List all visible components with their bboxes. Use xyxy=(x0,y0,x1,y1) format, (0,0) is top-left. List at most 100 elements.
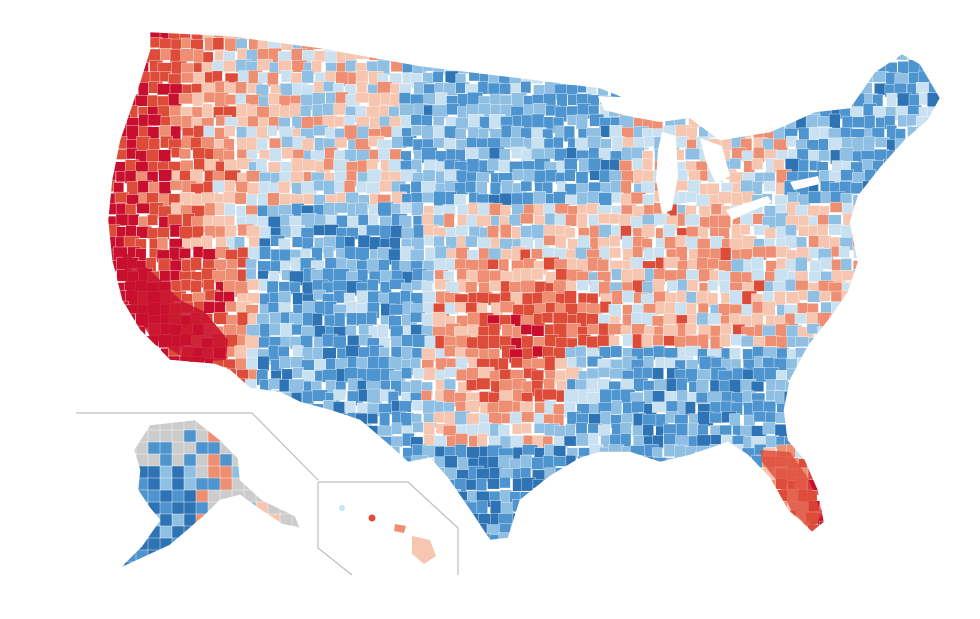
county-cell xyxy=(754,522,766,537)
county-cell xyxy=(356,435,368,448)
county-cell xyxy=(631,477,645,489)
county-cell xyxy=(108,510,120,526)
county-cell xyxy=(610,477,625,491)
county-cell xyxy=(916,523,933,535)
county-cell xyxy=(820,62,834,77)
county-cell xyxy=(566,60,582,72)
county-cell xyxy=(259,433,274,448)
county-cell xyxy=(831,62,848,78)
borough-cell xyxy=(123,525,138,540)
county-cell xyxy=(819,334,835,347)
county-cell xyxy=(764,511,776,523)
county-cell xyxy=(883,333,899,350)
county-cell xyxy=(247,278,260,291)
county-cell xyxy=(872,257,885,272)
county-cell xyxy=(270,489,283,505)
county-cell xyxy=(829,467,842,480)
county-cell xyxy=(863,258,878,273)
county-cell xyxy=(108,447,115,461)
county-cell xyxy=(422,488,436,501)
county-cell xyxy=(555,510,570,523)
county-cell xyxy=(588,39,603,52)
county-cell xyxy=(355,202,368,216)
county-cell xyxy=(730,32,742,41)
county-cell xyxy=(849,280,861,296)
county-cell xyxy=(323,246,334,259)
county-cell xyxy=(787,51,799,65)
borough-cell xyxy=(135,561,150,568)
borough-cell xyxy=(207,525,222,540)
borough-cell xyxy=(123,501,138,516)
county-cell xyxy=(886,326,899,339)
county-cell xyxy=(885,48,897,59)
county-cell xyxy=(108,83,119,99)
county-cell xyxy=(596,73,609,88)
county-cell xyxy=(666,280,680,292)
borough-cell xyxy=(279,420,294,432)
county-cell xyxy=(423,37,440,51)
county-cell xyxy=(852,62,867,79)
borough-cell xyxy=(120,477,126,492)
county-cell xyxy=(740,469,753,484)
county-cell xyxy=(840,335,853,350)
county-cell xyxy=(862,304,874,319)
county-cell xyxy=(852,324,866,341)
county-cell xyxy=(864,466,876,483)
county-cell xyxy=(663,324,678,337)
county-cell xyxy=(108,161,114,173)
county-cell xyxy=(720,535,737,540)
county-cell xyxy=(401,467,414,483)
county-cell xyxy=(805,72,817,85)
county-cell xyxy=(609,235,621,247)
county-cell xyxy=(291,403,307,417)
county-cell xyxy=(819,392,833,408)
county-cell xyxy=(599,62,612,75)
borough-cell xyxy=(120,501,126,516)
borough-cell xyxy=(231,525,246,540)
county-cell xyxy=(840,488,853,503)
county-cell xyxy=(839,455,855,471)
borough-cell xyxy=(255,537,270,552)
county-cell xyxy=(629,73,645,87)
county-cell xyxy=(831,444,843,459)
county-cell xyxy=(896,489,909,503)
county-cell xyxy=(841,71,853,84)
county-cell xyxy=(303,444,317,458)
county-cell xyxy=(401,37,418,53)
county-cell xyxy=(796,401,812,418)
county-cell xyxy=(379,467,392,484)
county-cell xyxy=(334,312,346,327)
county-cell xyxy=(367,388,383,404)
borough-cell xyxy=(171,465,186,480)
county-cell xyxy=(863,136,875,151)
borough-cell xyxy=(135,525,150,540)
county-cell xyxy=(721,49,735,61)
county-cell xyxy=(884,268,896,283)
borough-cell xyxy=(207,561,222,568)
county-cell xyxy=(522,32,535,39)
county-cell xyxy=(380,457,395,473)
borough-cell xyxy=(123,477,138,492)
county-cell xyxy=(212,180,225,193)
county-cell xyxy=(532,479,544,496)
county-cell xyxy=(280,500,294,512)
borough-cell xyxy=(195,429,210,444)
county-cell xyxy=(817,411,832,423)
borough-cell xyxy=(231,561,246,568)
county-cell xyxy=(344,447,356,462)
county-cell xyxy=(541,533,557,540)
county-cell xyxy=(786,368,803,381)
county-cell xyxy=(126,389,138,404)
county-cell xyxy=(941,290,952,305)
county-cell xyxy=(599,523,616,536)
county-cell xyxy=(929,39,940,53)
county-cell xyxy=(620,39,634,51)
county-cell xyxy=(433,191,447,207)
county-cell xyxy=(378,259,390,272)
borough-cell xyxy=(207,465,222,480)
county-cell xyxy=(852,194,867,207)
borough-cell xyxy=(243,501,258,516)
county-cell xyxy=(509,411,523,425)
county-cell xyxy=(663,535,680,540)
county-cell xyxy=(942,469,956,485)
